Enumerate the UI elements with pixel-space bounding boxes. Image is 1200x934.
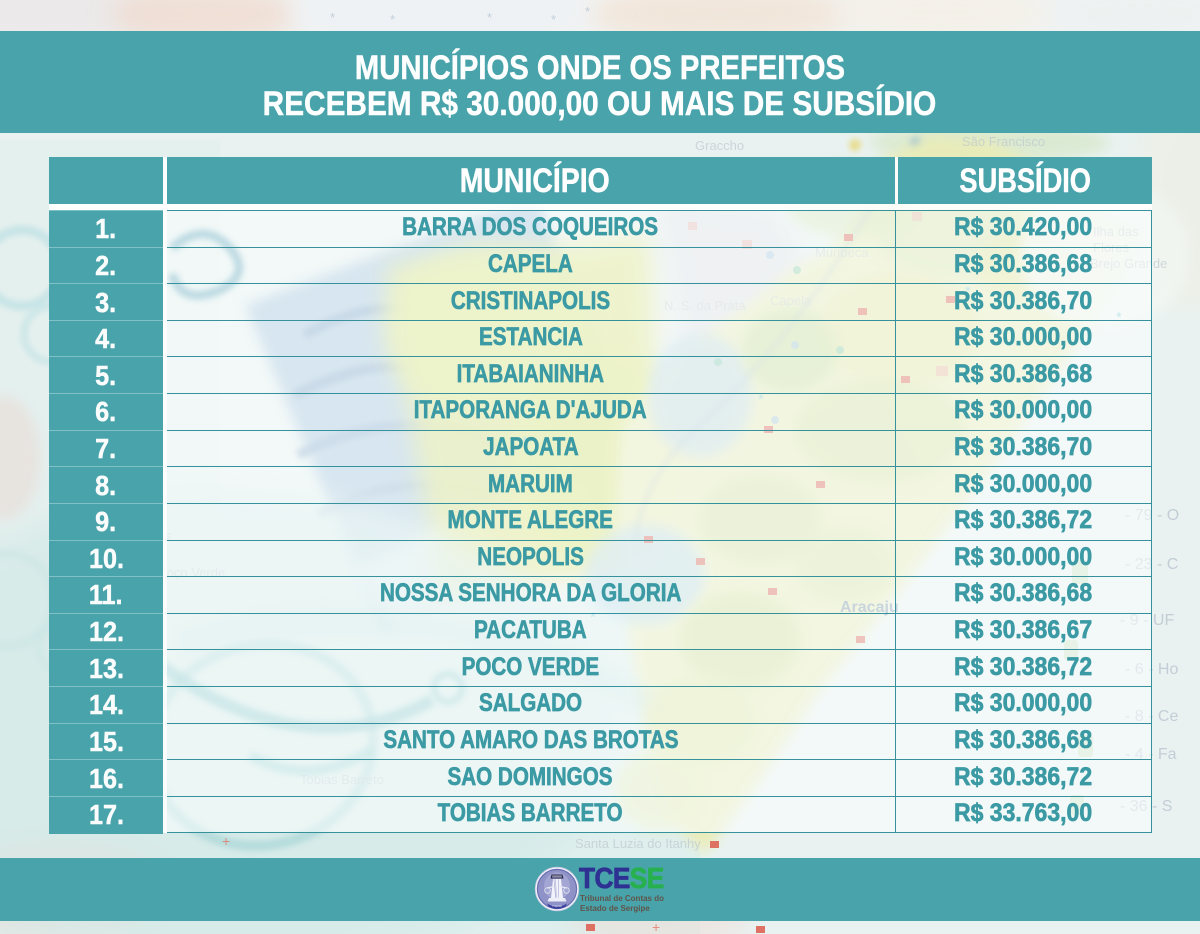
svg-text:+: + <box>652 919 660 934</box>
svg-text:Santa Luzia do Itanhy: Santa Luzia do Itanhy <box>575 836 701 851</box>
svg-text:*: * <box>487 10 492 25</box>
svg-text:*: * <box>390 12 395 27</box>
svg-text:TCE/SE: TCE/SE <box>552 904 562 908</box>
svg-text:*: * <box>585 4 590 19</box>
svg-text:São Francisco: São Francisco <box>962 134 1045 149</box>
svg-text:*: * <box>330 10 335 25</box>
svg-text:Graccho: Graccho <box>695 138 744 153</box>
svg-text:*: * <box>551 12 556 27</box>
svg-text:+: + <box>222 833 230 849</box>
